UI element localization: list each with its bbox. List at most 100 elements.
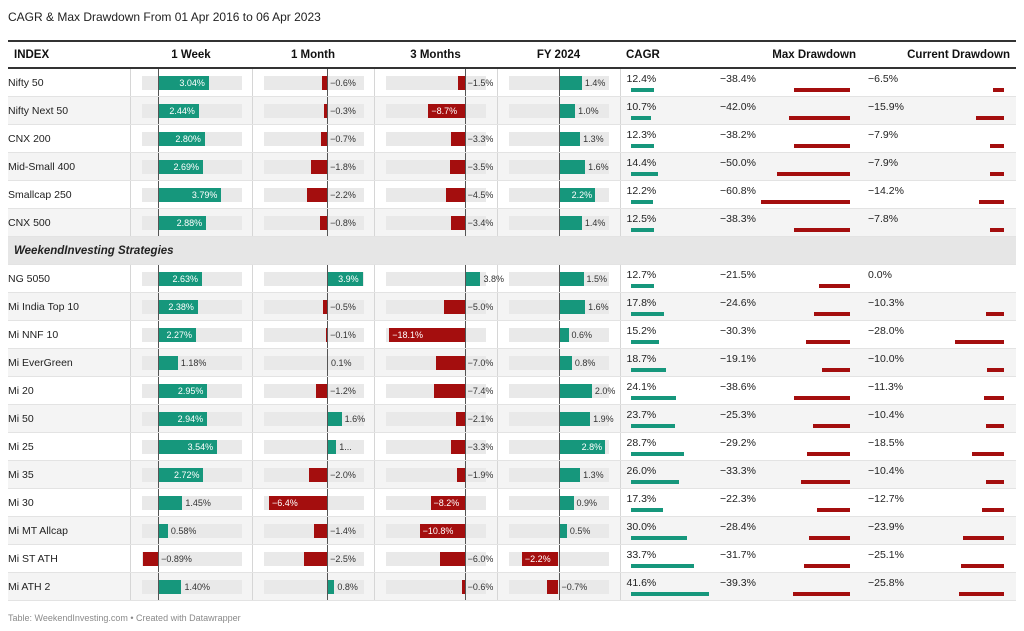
week-1-cell: 3.79% [130, 180, 253, 209]
week-1-cell: 2.94% [130, 404, 253, 433]
cagr-value: 14.4% [626, 157, 657, 169]
footer-credit: Table: WeekendInvesting.com • Created wi… [8, 613, 241, 623]
month-1-cell: −1.8% [252, 152, 375, 181]
month-1-bar [327, 412, 342, 426]
zero-line [558, 125, 560, 152]
week-1-bar [158, 132, 205, 146]
max-drawdown-value: −50.0% [720, 157, 756, 169]
cagr-cell: 30.0% [620, 516, 714, 545]
max-drawdown-cell: −19.1% [714, 348, 862, 377]
row-name: Smallcap 250 [8, 180, 131, 209]
month-1-bar [319, 216, 328, 230]
table-row: Mi MT Allcap 0.58% −1.4% −10.8% 0.5% 30.0% −28… [8, 516, 1016, 545]
current-drawdown-cell: −25.1% [862, 544, 1016, 573]
zero-line [558, 69, 560, 96]
current-drawdown-value: −10.0% [868, 353, 904, 365]
month-1-bar [316, 384, 328, 398]
bar-track [263, 132, 364, 146]
fy-2024-bar [558, 188, 596, 202]
week-1-bar [158, 468, 204, 482]
week-1-value: 2.94% [177, 414, 204, 424]
month-1-bar [324, 104, 328, 118]
month-1-value: −0.6% [330, 78, 356, 88]
months-3-bar [456, 468, 465, 482]
week-1-bar [158, 216, 207, 230]
zero-line [464, 97, 466, 124]
months-3-value: −3.4% [467, 218, 494, 228]
months-3-value: −1.5% [467, 78, 494, 88]
zero-line [558, 97, 560, 124]
max-drawdown-value: −38.6% [720, 381, 756, 393]
week-1-cell: 2.88% [130, 208, 253, 237]
header-row: INDEX 1 Week 1 Month 3 Months FY 2024 CA… [8, 40, 1016, 69]
fy-2024-bar [558, 132, 581, 146]
fy-2024-cell: −0.7% [497, 572, 621, 601]
cagr-cell: 18.7% [620, 348, 714, 377]
current-drawdown-cell: −11.3% [862, 376, 1016, 405]
zero-line [158, 489, 160, 516]
fy-2024-bar [558, 160, 586, 174]
cagr-bar [630, 144, 654, 148]
month-1-cell: −0.8% [252, 208, 375, 237]
current-drawdown-cell: −14.2% [862, 180, 1016, 209]
week-1-cell: 2.44% [130, 96, 253, 125]
zero-line [558, 349, 560, 376]
row-name: CNX 500 [8, 208, 131, 237]
zero-line [158, 461, 160, 488]
week-1-cell: 1.18% [130, 348, 253, 377]
week-1-bar [158, 356, 178, 370]
max-drawdown-bar [792, 592, 850, 596]
max-drawdown-value: −38.3% [720, 213, 756, 225]
week-1-bar [158, 580, 182, 594]
months-3-bar [462, 580, 465, 594]
months-3-bar [419, 524, 465, 538]
zero-line [158, 125, 160, 152]
current-drawdown-bar [985, 480, 1004, 484]
month-1-cell: 0.8% [252, 572, 375, 601]
zero-line [158, 181, 160, 208]
fy-2024-cell: 2.0% [497, 376, 621, 405]
max-drawdown-bar [794, 228, 850, 232]
months-3-cell: −4.5% [374, 180, 498, 209]
fy-2024-bar [558, 328, 569, 342]
week-1-value: 2.72% [173, 470, 200, 480]
current-drawdown-bar [986, 368, 1004, 372]
table-row: Mid-Small 400 2.69% −1.8% −3.5% 1.6% 14.4% −50… [8, 152, 1016, 181]
fy-2024-value: 1.3% [583, 470, 604, 480]
week-1-bar [158, 496, 183, 510]
months-3-bar [443, 300, 465, 314]
cagr-cell: 23.7% [620, 404, 714, 433]
month-1-value: −2.0% [330, 470, 356, 480]
week-1-cell: 2.38% [130, 292, 253, 321]
fy-2024-cell: 0.8% [497, 348, 621, 377]
months-3-cell: −3.3% [374, 124, 498, 153]
month-1-cell: −1.4% [252, 516, 375, 545]
fy-2024-value: 1.6% [588, 302, 609, 312]
month-1-value: −0.1% [330, 330, 356, 340]
max-drawdown-cell: −38.3% [714, 208, 862, 237]
zero-line [558, 461, 560, 488]
month-1-bar [326, 328, 328, 342]
week-1-value: 3.04% [179, 78, 205, 88]
months-3-value: −6.0% [467, 554, 494, 564]
week-1-cell: 2.72% [130, 460, 253, 489]
months-3-cell: −5.0% [374, 292, 498, 321]
fy-2024-cell: 2.2% [497, 180, 621, 209]
zero-line [327, 293, 329, 320]
months-3-value: −1.9% [467, 470, 494, 480]
current-drawdown-value: −7.9% [868, 157, 899, 169]
fy-2024-cell: 2.8% [497, 432, 621, 461]
months-3-cell: −3.5% [374, 152, 498, 181]
month-1-bar [327, 272, 363, 286]
column-header-fy-2024: FY 2024 [497, 40, 620, 69]
zero-line [464, 433, 466, 460]
fy-2024-value: −2.2% [524, 554, 551, 564]
cagr-cell: 12.3% [620, 124, 714, 153]
cagr-value: 41.6% [626, 577, 657, 589]
month-1-cell: −2.2% [252, 180, 375, 209]
fy-2024-cell: 1.4% [497, 208, 621, 237]
months-3-bar [450, 440, 465, 454]
months-3-value: −3.5% [467, 162, 494, 172]
months-3-value: 3.8% [483, 274, 505, 284]
row-name: Mi MT Allcap [8, 516, 131, 545]
